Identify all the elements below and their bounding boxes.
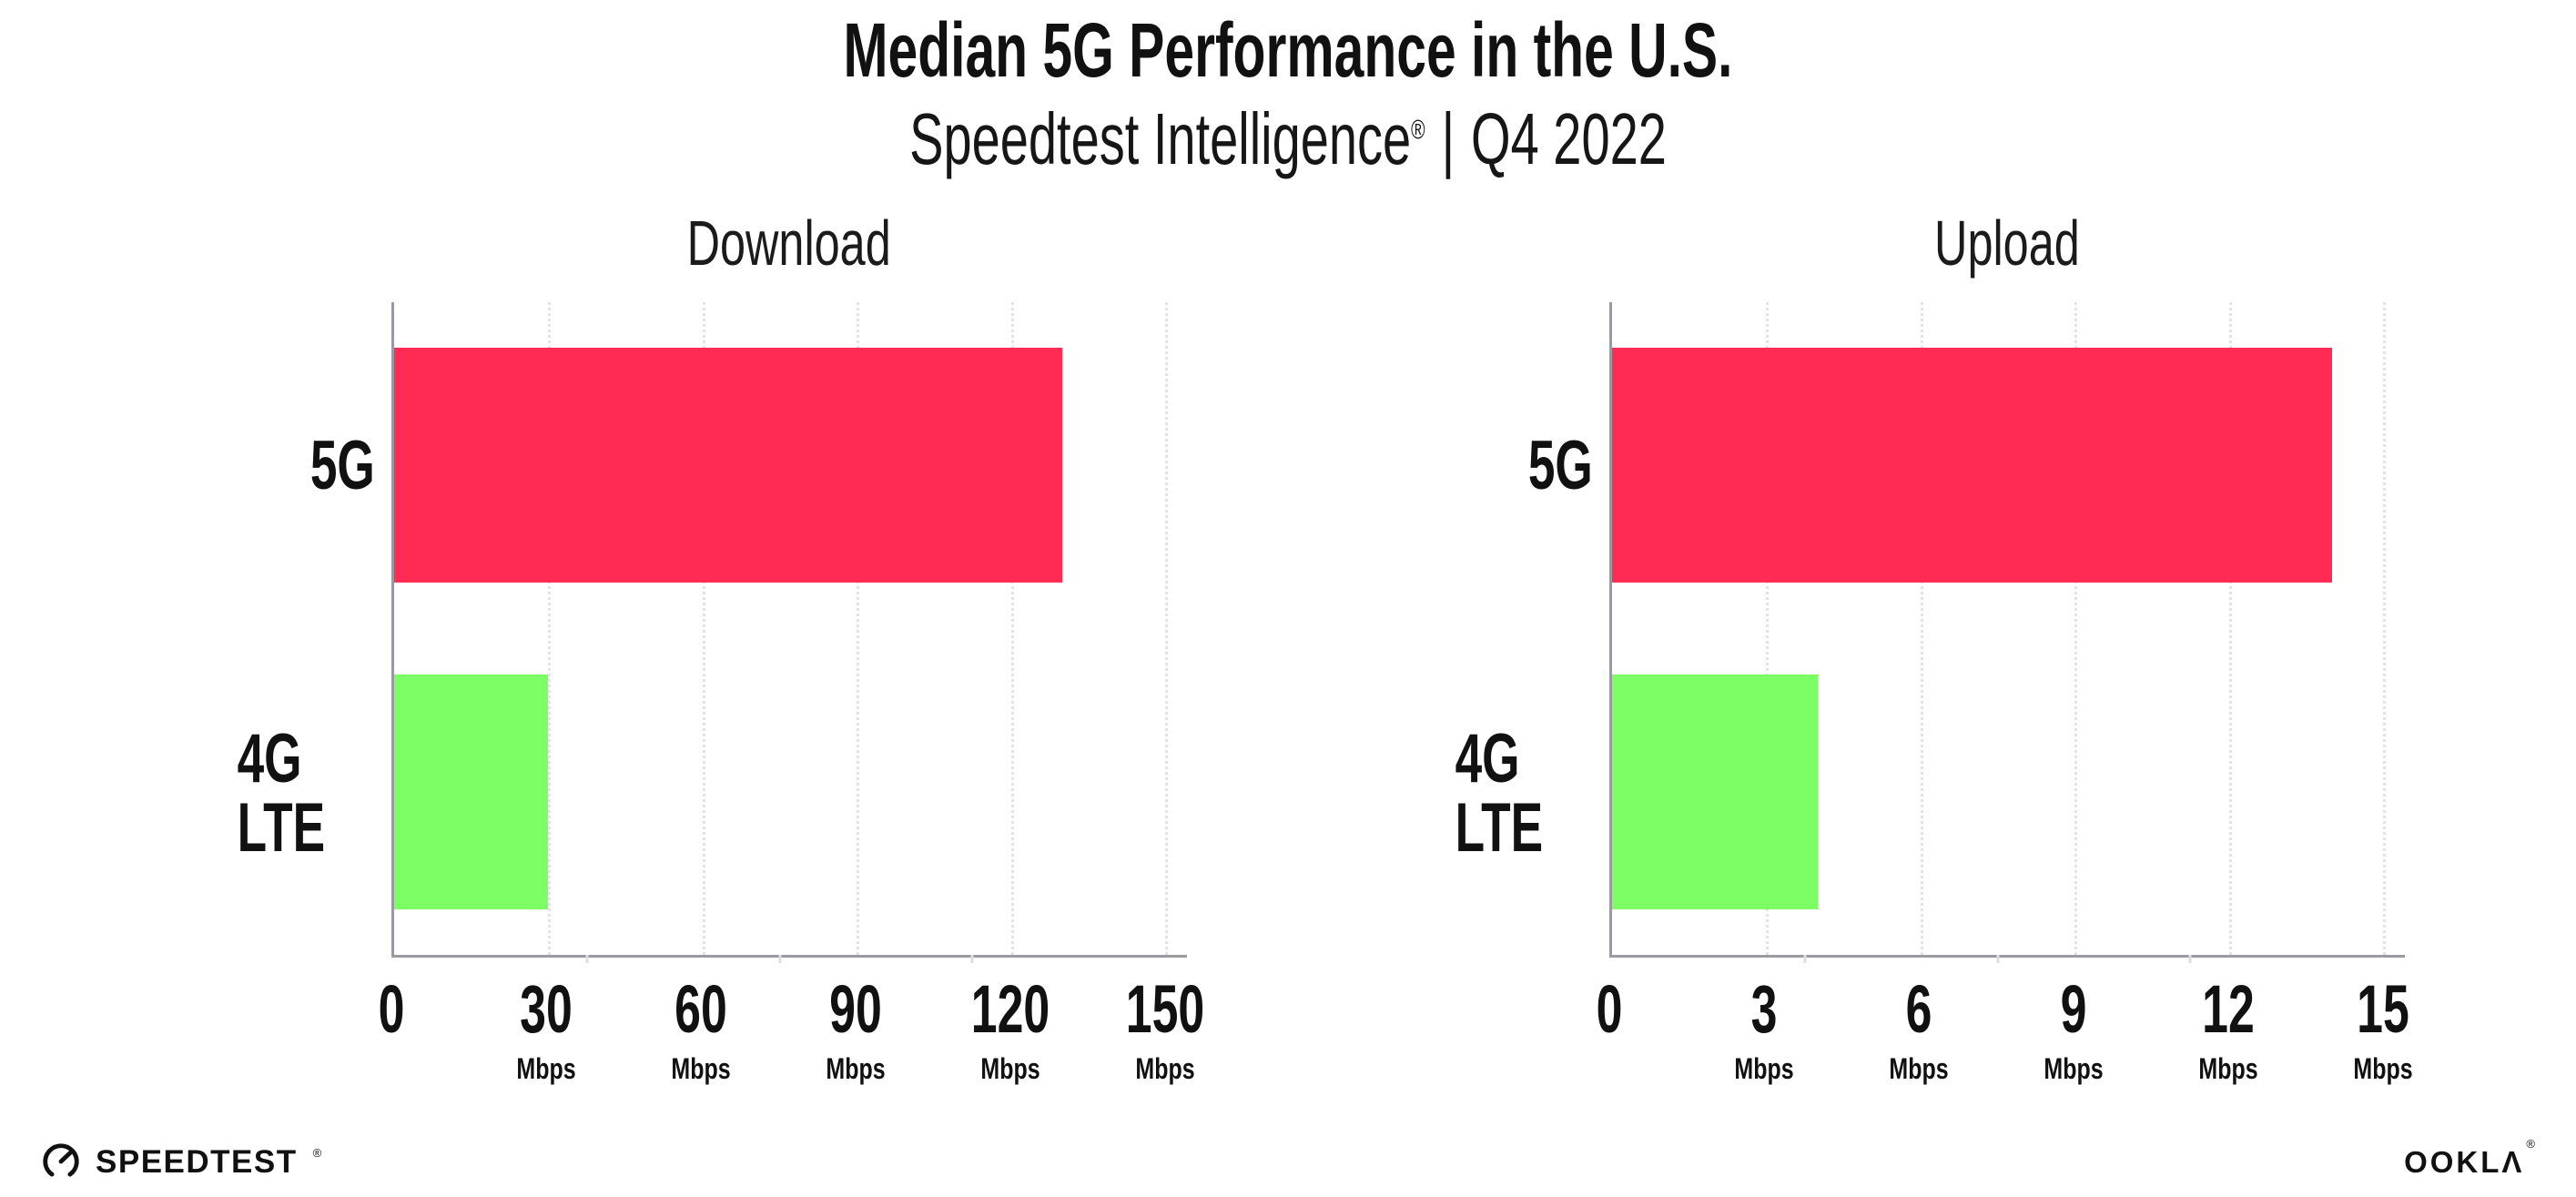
- x-tick-unit: Mbps: [671, 1052, 731, 1085]
- x-tick-value: 0: [1596, 971, 1623, 1047]
- header: Median 5G Performance in the U.S. Speedt…: [0, 9, 2576, 178]
- subtitle-period: Q4 2022: [1471, 97, 1667, 179]
- x-tick-0: 0: [372, 976, 410, 1043]
- x-tick-unit: Mbps: [516, 1052, 576, 1085]
- x-tick-value: 120: [970, 971, 1050, 1047]
- x-tick-unit: Mbps: [1889, 1052, 1949, 1085]
- x-axis-minor-tick: [778, 955, 781, 963]
- x-tick-value: 30: [520, 971, 573, 1047]
- page-title: Median 5G Performance in the U.S.: [843, 7, 1733, 93]
- gridline-150: [1165, 302, 1168, 955]
- x-tick-30: 30 Mbps: [508, 971, 584, 1085]
- x-tick-0: 0: [1590, 976, 1628, 1043]
- x-axis-labels-inner: 0 30 Mbps 60 Mbps 90 Mbps 120 Mbps 150 Mbps: [379, 971, 1205, 1085]
- x-tick-value: 9: [2060, 971, 2087, 1047]
- gridline-12: [2228, 302, 2232, 955]
- plot-area: [391, 302, 1187, 963]
- ookla-wordmark: OOKLΛ: [2404, 1144, 2525, 1179]
- x-tick-60: 60 Mbps: [663, 971, 739, 1085]
- x-tick-unit: Mbps: [2353, 1052, 2413, 1085]
- x-tick-9: 9 Mbps: [2035, 971, 2112, 1085]
- gridline-30: [548, 302, 552, 955]
- chart-title: Upload: [1934, 208, 2080, 279]
- speedtest-gauge-icon: [40, 1141, 82, 1182]
- bar-5g: [1612, 348, 2332, 583]
- x-tick-150: 150 Mbps: [1109, 971, 1221, 1085]
- x-tick-unit: Mbps: [826, 1052, 886, 1085]
- charts-row: Download 5G 4G LTE 0 30 Mbps 60 Mbps 90 Mbps 120…: [171, 206, 2413, 1134]
- category-label-4g-lte: 4G LTE: [1455, 720, 1544, 867]
- chart-title: Download: [686, 208, 892, 279]
- ookla-logo: OOKLΛ®: [2404, 1138, 2536, 1179]
- category-label-5g: 5G: [309, 427, 375, 504]
- gridline-6: [1920, 302, 1923, 955]
- x-tick-6: 6 Mbps: [1881, 971, 1957, 1085]
- scale-area: [1612, 302, 2386, 963]
- x-tick-value: 3: [1750, 971, 1778, 1047]
- x-tick-unit: Mbps: [2044, 1052, 2104, 1085]
- page-subtitle: Speedtest Intelligence® | Q4 2022: [387, 97, 2190, 179]
- x-tick-3: 3 Mbps: [1726, 971, 1802, 1085]
- x-tick-90: 90 Mbps: [817, 971, 894, 1085]
- subtitle-separator: |: [1441, 97, 1455, 179]
- registered-mark: ®: [1411, 115, 1425, 146]
- x-axis-minor-tick: [2188, 955, 2192, 963]
- gridline-9: [2074, 302, 2078, 955]
- subtitle-brand: Speedtest Intelligence: [909, 97, 1412, 179]
- x-tick-120: 120 Mbps: [954, 971, 1066, 1085]
- x-axis-minor-tick: [1803, 955, 1807, 963]
- x-tick-12: 12 Mbps: [2190, 971, 2267, 1085]
- category-label-5g: 5G: [1527, 427, 1593, 504]
- x-tick-value: 15: [2357, 971, 2409, 1047]
- x-tick-unit: Mbps: [2198, 1052, 2258, 1085]
- x-tick-value: 90: [829, 971, 882, 1047]
- download-chart: Download 5G 4G LTE 0 30 Mbps 60 Mbps 90 Mbps 120…: [171, 206, 1205, 1134]
- category-band: [1612, 302, 2383, 629]
- x-axis-labels: 0 30 Mbps 60 Mbps 90 Mbps 120 Mbps 150 Mbps: [379, 971, 1205, 1085]
- x-tick-value: 60: [674, 971, 727, 1047]
- x-axis-labels: 0 3 Mbps 6 Mbps 9 Mbps 12 Mbps 15 Mbps: [1597, 971, 2413, 1085]
- gridline-120: [1010, 302, 1014, 955]
- ookla-registered-mark: ®: [2526, 1136, 2538, 1151]
- speedtest-logo: SPEEDTEST ®: [40, 1141, 322, 1182]
- upload-chart: Upload 5G 4G LTE 0 3 Mbps 6 Mbps 9 Mbps 12 Mbps 15…: [1389, 206, 2413, 1134]
- footer: SPEEDTEST ® OOKLΛ®: [40, 1138, 2536, 1182]
- x-tick-unit: Mbps: [1135, 1052, 1195, 1085]
- bar-5g: [394, 348, 1063, 583]
- x-tick-value: 0: [378, 971, 405, 1047]
- x-tick-unit: Mbps: [980, 1052, 1040, 1085]
- category-band: [394, 302, 1165, 629]
- x-tick-value: 150: [1125, 971, 1205, 1047]
- speedtest-registered-mark: ®: [312, 1145, 322, 1160]
- gridline-3: [1766, 302, 1770, 955]
- x-tick-value: 6: [1905, 971, 1932, 1047]
- x-tick-value: 12: [2202, 971, 2255, 1047]
- gridline-60: [702, 302, 705, 955]
- scale-area: [394, 302, 1168, 963]
- gridline-15: [2383, 302, 2386, 955]
- speedtest-wordmark: SPEEDTEST: [96, 1143, 298, 1180]
- category-labels: 5G 4G LTE: [1389, 302, 1609, 958]
- category-band: [1612, 629, 2383, 956]
- category-band: [394, 629, 1165, 956]
- x-tick-15: 15 Mbps: [2345, 971, 2421, 1085]
- bar-4g-lte: [1612, 674, 1818, 909]
- x-axis-minor-tick: [585, 955, 589, 963]
- x-tick-unit: Mbps: [1734, 1052, 1794, 1085]
- bar-4g-lte: [394, 674, 549, 909]
- gridline-90: [857, 302, 860, 955]
- category-labels: 5G 4G LTE: [171, 302, 391, 958]
- x-axis-minor-tick: [1996, 955, 1999, 963]
- category-label-4g-lte: 4G LTE: [237, 720, 326, 867]
- x-axis-minor-tick: [970, 955, 974, 963]
- x-axis-labels-inner: 0 3 Mbps 6 Mbps 9 Mbps 12 Mbps 15 Mbps: [1597, 971, 2413, 1085]
- plot-area: [1609, 302, 2405, 963]
